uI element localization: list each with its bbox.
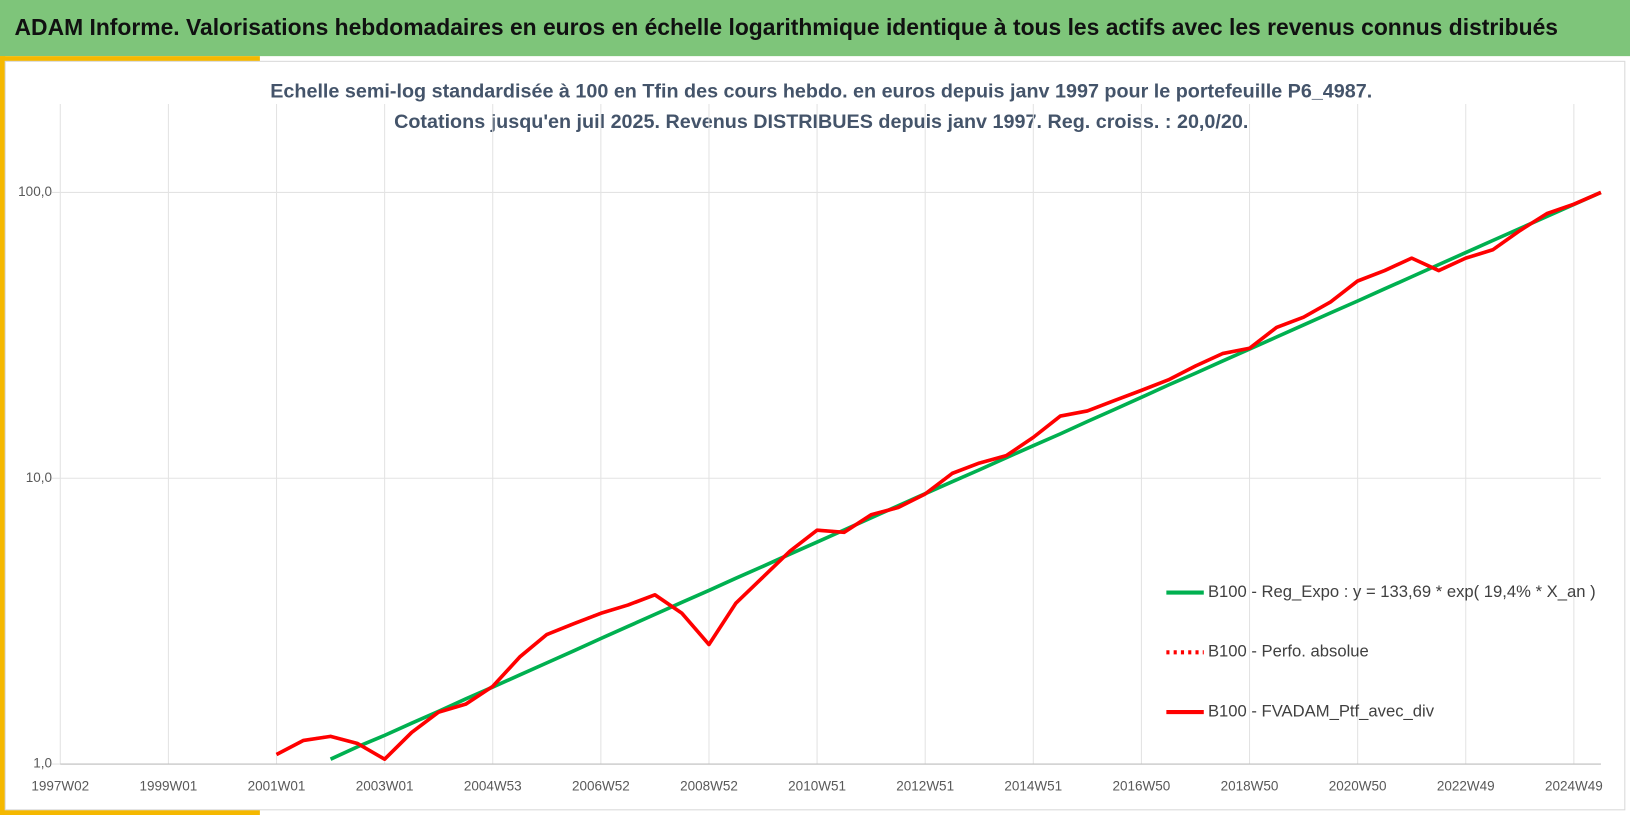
x-tick-label: 1999W01 [140, 778, 198, 793]
x-tick-label: 1997W02 [31, 778, 89, 793]
x-tick-label: 2006W52 [572, 778, 630, 793]
y-tick-label: 100,0 [18, 184, 52, 199]
x-tick-label: 2001W01 [248, 778, 306, 793]
x-tick-label: 2022W49 [1437, 778, 1495, 793]
x-tick-label: 2024W49 [1545, 778, 1603, 793]
x-tick-label: 2003W01 [356, 778, 414, 793]
accent-bottom [0, 809, 260, 815]
plot: 1997W02 1999W01 2001W01 2003W01 2004W53 2006W… [18, 103, 1603, 793]
series-line [329, 190, 1602, 761]
header-bar [0, 0, 1630, 57]
accent-top [0, 56, 260, 62]
x-tick-label: 2014W51 [1004, 778, 1062, 793]
chart-subtitle: Echelle semi-log standardisée à 100 en T… [270, 81, 1372, 103]
chart-frame [4, 60, 1626, 811]
legend-label: B100 - FVADAM_Ptf_avec_div [1208, 701, 1435, 720]
x-tick-label: 2020W50 [1329, 778, 1387, 793]
x-tick-label: 2016W50 [1113, 778, 1171, 793]
chart-subtitle: Cotations jusqu'en juil 2025. Revenus DI… [394, 111, 1248, 133]
y-tick-label: 10,0 [26, 470, 52, 485]
accent-left [0, 56, 6, 815]
x-tick-label: 2010W51 [788, 778, 846, 793]
x-tick-label: 2004W53 [464, 778, 522, 793]
legend-label: B100 - Reg_Expo : y = 133,69 * exp( 19,4… [1208, 582, 1596, 601]
x-tick-label: 2018W50 [1221, 778, 1279, 793]
x-tick-label: 2012W51 [896, 778, 954, 793]
x-tick-label: 2008W52 [680, 778, 738, 793]
page-title: ADAM Informe. Valorisations hebdomadaire… [15, 14, 1558, 40]
series-line [275, 191, 1602, 761]
y-tick-label: 1,0 [33, 756, 52, 771]
legend-label: B100 - Perfo. absolue [1208, 642, 1369, 661]
